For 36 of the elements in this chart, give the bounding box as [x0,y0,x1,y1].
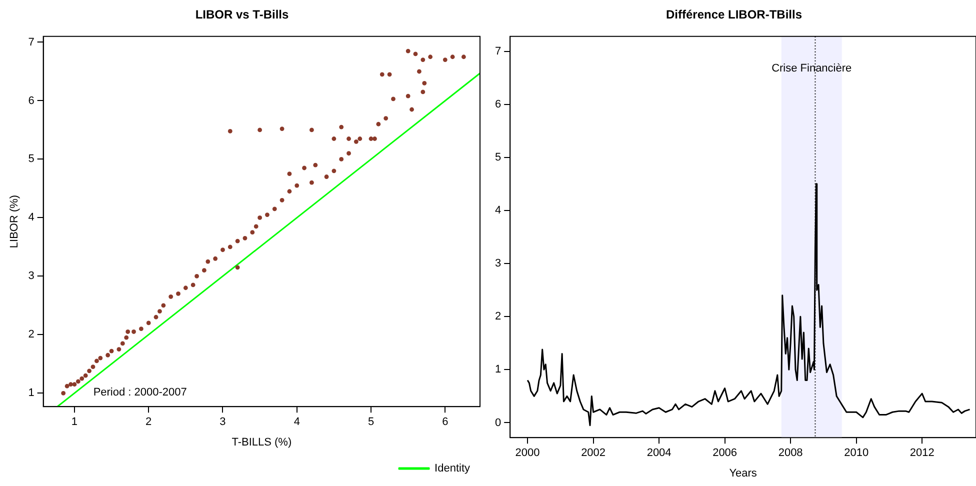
y-tick-label: 0 [494,416,502,429]
band-label: Crise Financière [772,62,852,74]
x-axis-title: Years [729,467,758,480]
y-tick-label: 2 [28,328,34,341]
legend-label: Identity [434,462,470,475]
x-tick-label: 2006 [712,447,738,460]
x-tick-label: 2 [146,416,152,428]
x-tick-label: 2008 [778,447,803,460]
chart-title: Différence LIBOR-TBills [666,8,802,22]
chart-title: LIBOR vs T-Bills [195,8,289,22]
y-tick-label: 6 [28,94,34,107]
y-tick-label: 6 [494,98,502,110]
y-tick-label: 3 [494,258,502,270]
y-tick-label: 3 [28,270,34,282]
x-tick-label: 6 [442,416,448,428]
y-tick-label: 4 [28,212,34,224]
x-tick-label: 4 [294,416,300,428]
x-tick-label: 2000 [515,447,540,460]
x-tick-label: 2004 [646,447,672,460]
x-axis-title: T-BILLS (%) [232,436,292,448]
y-axis-title: LIBOR (%) [8,194,21,248]
x-tick-label: 2002 [581,447,606,460]
annotation: Period : 2000-2007 [93,386,187,399]
x-tick-label: 5 [368,416,374,428]
y-tick-label: 4 [494,204,502,216]
x-tick-label: 2010 [844,447,869,460]
y-tick-label: 2 [494,310,502,323]
x-tick-label: 2012 [910,447,934,460]
y-tick-label: 1 [28,387,34,400]
y-tick-label: 7 [28,36,34,48]
y-tick-label: 5 [28,153,34,166]
y-tick-label: 1 [494,364,502,376]
x-tick-label: 3 [220,416,226,428]
y-tick-label: 5 [494,151,502,164]
x-tick-label: 1 [71,416,78,428]
y-tick-label: 7 [494,45,502,58]
